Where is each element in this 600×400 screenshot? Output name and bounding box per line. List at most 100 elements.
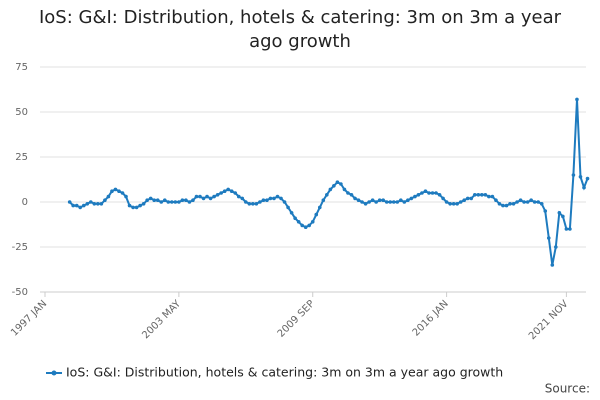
- data-point: [265, 198, 269, 202]
- data-point: [201, 196, 206, 201]
- data-point: [497, 202, 502, 206]
- data-point: [321, 198, 326, 202]
- data-point: [480, 193, 484, 197]
- data-point: [483, 193, 488, 197]
- data-point: [504, 203, 509, 208]
- series-line: [68, 99, 589, 266]
- data-point: [427, 191, 431, 195]
- data-point: [511, 202, 516, 206]
- data-point: [155, 198, 160, 202]
- data-point: [370, 198, 375, 202]
- data-point: [399, 198, 403, 202]
- x-tick-label: 2021 NOV: [527, 298, 571, 342]
- data-point: [575, 97, 579, 102]
- data-point: [198, 194, 202, 199]
- data-point: [388, 200, 393, 204]
- data-point: [208, 196, 213, 201]
- data-point: [85, 202, 90, 206]
- source: Source:: [545, 382, 590, 396]
- data-point: [191, 198, 195, 202]
- x-tick-label: 1997 JAN: [9, 298, 49, 338]
- y-tick-label: -25: [12, 242, 28, 253]
- data-point: [226, 187, 230, 192]
- data-point: [434, 191, 438, 195]
- data-point: [71, 203, 75, 208]
- data-point: [360, 200, 364, 204]
- data-point: [110, 189, 114, 193]
- data-point: [325, 193, 329, 197]
- data-point: [381, 198, 385, 202]
- data-point: [282, 200, 287, 204]
- data-point: [525, 200, 530, 204]
- data-point: [261, 198, 266, 202]
- data-point: [462, 198, 467, 202]
- data-point: [74, 203, 79, 208]
- data-point: [529, 198, 533, 202]
- data-point: [293, 216, 297, 220]
- y-tick-label: 25: [15, 152, 28, 163]
- data-point: [554, 245, 558, 249]
- data-point: [568, 227, 572, 231]
- data-point: [391, 200, 396, 204]
- data-point: [571, 173, 576, 177]
- data-point: [451, 202, 456, 206]
- data-point: [532, 200, 537, 204]
- data-point: [300, 223, 304, 228]
- y-tick-label: 50: [15, 107, 28, 118]
- data-point: [145, 198, 149, 202]
- data-point: [159, 200, 164, 204]
- data-point: [317, 205, 322, 210]
- data-point: [138, 203, 142, 208]
- data-point: [219, 191, 223, 195]
- data-point: [162, 198, 167, 202]
- legend-marker: [51, 370, 57, 376]
- data-point: [356, 198, 361, 202]
- data-point: [332, 184, 336, 188]
- data-point: [180, 198, 185, 202]
- x-tick-label: 2016 JAN: [411, 298, 451, 338]
- data-point: [444, 200, 449, 204]
- data-point: [106, 194, 111, 199]
- data-point: [406, 198, 410, 202]
- data-point: [244, 200, 248, 204]
- data-point: [578, 175, 583, 179]
- data-point: [310, 220, 315, 224]
- y-tick-label: 75: [15, 62, 28, 73]
- data-point: [335, 180, 340, 184]
- data-point: [222, 189, 227, 193]
- data-point: [416, 193, 421, 197]
- data-point: [78, 205, 83, 210]
- data-point: [268, 196, 273, 201]
- data-point: [543, 209, 548, 213]
- data-point: [229, 189, 234, 193]
- data-point: [585, 176, 590, 181]
- data-point: [236, 194, 241, 199]
- data-point: [561, 214, 565, 219]
- data-point: [240, 196, 245, 201]
- data-point: [469, 196, 474, 201]
- data-point: [328, 187, 333, 192]
- data-point: [275, 194, 280, 199]
- data-point: [374, 200, 378, 204]
- data-point: [184, 198, 188, 202]
- y-tick-label: 0: [22, 197, 28, 208]
- data-point: [508, 202, 512, 206]
- data-point: [194, 194, 199, 199]
- data-point: [515, 200, 519, 204]
- data-point: [522, 200, 526, 204]
- y-tick-label: -50: [12, 287, 28, 298]
- data-point: [536, 200, 541, 204]
- x-tick-label: 2003 MAY: [140, 298, 183, 341]
- data-point: [67, 200, 72, 204]
- data-point: [170, 200, 174, 204]
- data-point: [339, 182, 343, 186]
- data-point: [546, 236, 551, 240]
- data-point: [409, 196, 414, 201]
- data-point: [314, 212, 319, 217]
- data-point: [187, 200, 192, 204]
- data-point: [247, 202, 252, 206]
- data-point: [423, 189, 428, 193]
- data-point: [272, 196, 276, 201]
- data-point: [215, 193, 220, 197]
